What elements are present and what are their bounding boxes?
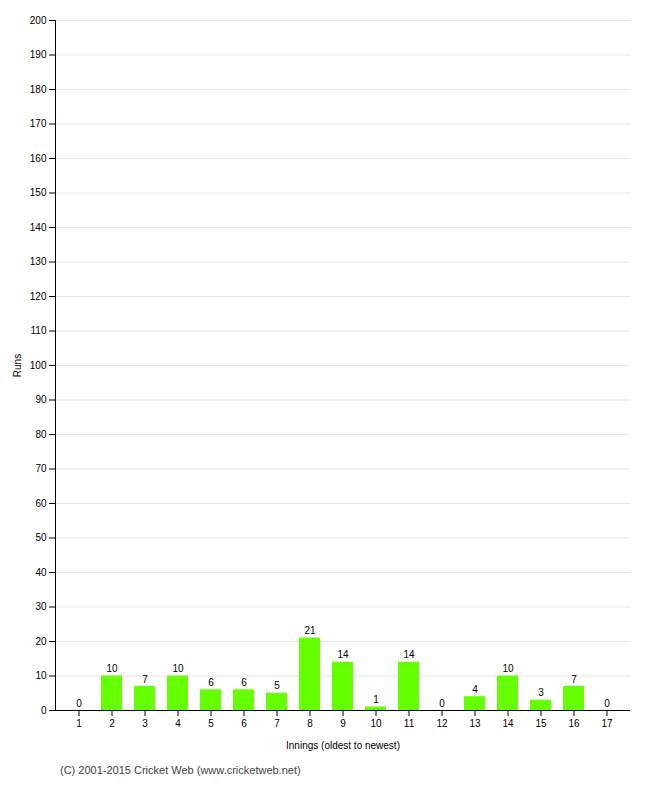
svg-text:80: 80	[35, 429, 47, 440]
svg-text:50: 50	[35, 532, 47, 543]
svg-text:1: 1	[76, 718, 82, 729]
svg-text:190: 190	[30, 49, 47, 60]
svg-text:14: 14	[403, 649, 415, 660]
svg-text:90: 90	[35, 394, 47, 405]
svg-text:Runs: Runs	[12, 354, 23, 377]
svg-text:10: 10	[35, 670, 47, 681]
svg-text:10: 10	[502, 663, 514, 674]
svg-text:140: 140	[30, 222, 47, 233]
svg-text:9: 9	[340, 718, 346, 729]
svg-text:10: 10	[106, 663, 118, 674]
svg-text:14: 14	[337, 649, 349, 660]
svg-text:0: 0	[41, 705, 47, 716]
svg-text:2: 2	[109, 718, 115, 729]
svg-text:0: 0	[76, 698, 82, 709]
svg-text:10: 10	[370, 718, 382, 729]
svg-text:4: 4	[472, 684, 478, 695]
svg-text:40: 40	[35, 567, 47, 578]
svg-text:15: 15	[535, 718, 547, 729]
svg-text:30: 30	[35, 601, 47, 612]
svg-text:0: 0	[439, 698, 445, 709]
html-text:(C) 2001-2015 Cricket Web (www: (C) 2001-2015 Cricket Web (www.cricketwe…	[60, 764, 301, 776]
svg-text:12: 12	[436, 718, 448, 729]
svg-text:100: 100	[30, 360, 47, 371]
svg-text:21: 21	[304, 625, 316, 636]
svg-text:150: 150	[30, 187, 47, 198]
svg-text:5: 5	[274, 680, 280, 691]
svg-text:3: 3	[142, 718, 148, 729]
svg-text:120: 120	[30, 291, 47, 302]
svg-text:1: 1	[373, 694, 379, 705]
svg-text:20: 20	[35, 636, 47, 647]
svg-text:7: 7	[142, 674, 148, 685]
svg-text:16: 16	[568, 718, 580, 729]
svg-text:5: 5	[208, 718, 214, 729]
svg-text:6: 6	[241, 677, 247, 688]
svg-text:70: 70	[35, 463, 47, 474]
svg-text:0: 0	[604, 698, 610, 709]
svg-text:4: 4	[175, 718, 181, 729]
svg-text:10: 10	[172, 663, 184, 674]
svg-text:Innings (oldest to newest): Innings (oldest to newest)	[286, 740, 400, 751]
svg-text:180: 180	[30, 84, 47, 95]
svg-text:7: 7	[274, 718, 280, 729]
svg-text:130: 130	[30, 256, 47, 267]
svg-text:160: 160	[30, 153, 47, 164]
svg-text:8: 8	[307, 718, 313, 729]
svg-text:60: 60	[35, 498, 47, 509]
svg-text:17: 17	[601, 718, 613, 729]
svg-text:11: 11	[404, 718, 415, 729]
svg-text:13: 13	[469, 718, 481, 729]
svg-text:7: 7	[571, 674, 577, 685]
svg-text:110: 110	[31, 325, 47, 336]
svg-text:6: 6	[241, 718, 247, 729]
svg-text:6: 6	[208, 677, 214, 688]
svg-text:170: 170	[30, 118, 47, 129]
svg-text:3: 3	[538, 687, 544, 698]
svg-text:14: 14	[502, 718, 514, 729]
svg-text:200: 200	[30, 15, 47, 26]
